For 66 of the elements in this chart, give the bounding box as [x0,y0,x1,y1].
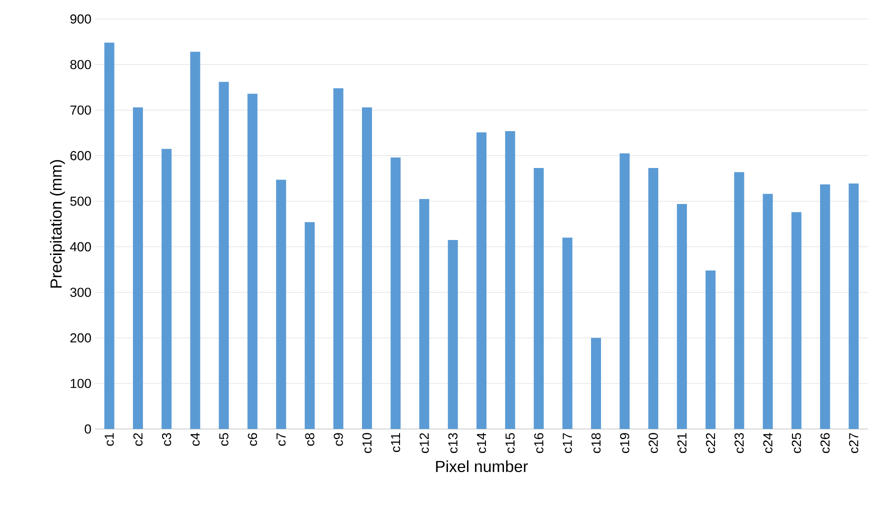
bar [132,107,143,429]
x-tick-label: c16 [534,433,544,453]
x-tick-label: c19 [620,433,630,453]
x-tick-label: c4 [190,432,200,446]
x-tick-label: c22 [706,433,716,453]
x-tick-label: c11 [391,433,400,452]
bar [791,212,802,429]
bar [247,94,258,429]
bar [676,204,687,429]
x-tick-label: c27 [849,433,858,453]
bar [333,88,344,429]
bar [505,131,516,429]
bar [762,194,773,429]
x-tick-label: c9 [334,433,343,446]
bar [534,168,544,429]
bar [848,183,859,429]
bar [476,132,487,429]
y-tick-label: 900 [70,14,91,24]
x-tick-label: c6 [248,433,258,446]
x-tick-label: c8 [305,433,314,446]
bar [419,198,430,429]
bar [276,180,286,429]
x-tick-label: c18 [591,433,601,453]
bar [820,184,830,429]
x-tick-label: c23 [734,433,744,453]
y-tick-label: 100 [70,378,91,388]
x-tick-label: c3 [162,433,172,446]
x-tick-label: c26 [820,433,830,453]
y-tick-label: 400 [70,242,91,252]
x-tick-label: c20 [648,433,658,453]
x-tick-label: c5 [219,433,228,446]
bar [591,338,602,429]
x-axis-title: Pixel number [436,460,528,472]
x-tick-label: c21 [677,433,687,453]
bar [620,153,630,429]
x-tick-label: c1 [104,433,114,446]
y-tick-label: 0 [84,424,91,434]
x-tick-label: c12 [420,433,429,453]
x-tick-label: c10 [362,433,372,453]
x-tick-label: c13 [448,433,458,453]
y-tick-label: 800 [70,60,91,70]
bar [562,238,572,429]
bar [304,222,315,429]
y-tick-label: 700 [70,106,91,115]
bar [190,52,200,429]
bar [362,107,372,429]
x-tick-label: c2 [133,433,143,446]
x-tick-label: c14 [476,432,486,453]
bar [448,240,458,429]
x-tick-label: c17 [562,433,572,453]
y-tick-label: 600 [70,151,91,160]
x-tick-label: c24 [763,432,772,453]
y-tick-label: 300 [70,288,91,297]
bar [218,82,229,429]
bar [706,270,716,429]
y-tick-label: 500 [70,196,91,206]
bar [104,42,114,429]
bar [390,157,401,429]
x-tick-label: c25 [792,433,802,453]
x-tick-label: c15 [506,433,515,453]
y-axis-title: Precipitation (mm) [50,160,65,288]
bar [734,172,744,429]
bar [162,148,172,429]
bar [648,168,658,429]
y-tick-label: 200 [70,333,91,342]
x-tick-label: c7 [276,433,286,446]
